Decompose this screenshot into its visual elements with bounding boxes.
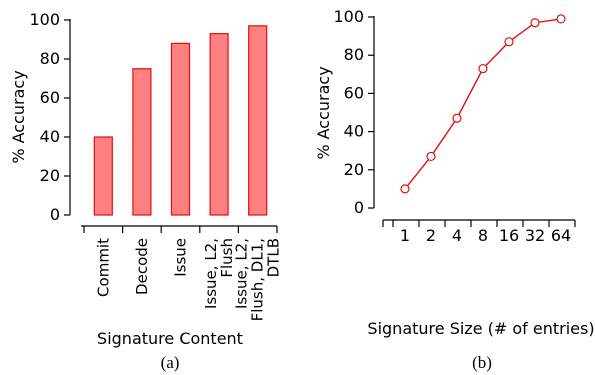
line-chart-x-tick-label: 16 [499,226,519,245]
line-chart-point [400,184,410,194]
bar-chart-panel: 0 20 40 60 80 100 Commit Decode Issue Issue, L2,… [9,10,283,372]
bar-chart-category-label-line: Decode [133,238,151,295]
line-chart-x-axis-title: Signature Size (# of entries) [367,319,594,338]
line-chart-point [452,113,462,123]
line-chart-y-tick-label: 100 [333,7,364,26]
line-chart-point [426,151,436,162]
bar [132,68,152,216]
line-chart-series [400,14,566,194]
line-chart-x-axis: 1 2 4 8 16 32 64 [382,219,576,245]
bar-chart-category-label: Issue [172,238,190,277]
bar-chart-y-axis: 0 20 40 60 80 100 [29,10,71,224]
line-chart-point [530,18,540,28]
line-chart-panel: 0 20 40 60 80 100 1 2 4 8 16 32 64 % Accuracy Signa… [314,7,595,372]
line-chart-y-tick-label: 20 [344,160,364,179]
line-chart-point [504,37,514,47]
line-chart-y-tick-label: 0 [354,198,364,217]
bar-chart-category-label-line: Flush, DL1, [249,238,267,321]
bar-chart-category-label-line: Flush [218,238,236,278]
bar-chart-category-label: Issue, L2,Flush [202,238,236,309]
bar-chart-y-tick-label: 100 [29,10,60,29]
bar-chart-category-label: Commit [94,238,112,297]
bar-chart-caption: (a) [161,353,180,372]
line-chart-y-axis-title: % Accuracy [314,66,333,159]
bar-chart-y-tick-label: 80 [40,49,60,68]
line-chart-y-tick-label: 80 [344,45,364,64]
bar-chart-category-label-line: Issue, L2, [202,238,220,309]
bar-chart-bars [93,25,268,216]
line-chart-x-tick-label: 4 [452,226,462,245]
line-chart-x-tick-label: 32 [525,226,545,245]
bar-chart-category-label-line: Commit [94,238,112,297]
line-chart-point [478,63,488,74]
bar-chart-category-label: Decode [133,238,151,295]
line-chart-caption: (b) [472,353,492,372]
line-chart-y-axis: 0 20 40 60 80 100 [333,7,375,217]
line-chart-x-tick-label: 64 [551,226,571,245]
bar-chart-y-tick-label: 0 [50,205,60,224]
bar-chart-y-tick-label: 40 [40,127,60,146]
bar [93,136,113,216]
bar-chart-y-tick-label: 20 [40,166,60,185]
bar-chart-category-label: Issue, L2,Flush, DL1,DTLB [233,238,283,321]
bar [209,33,229,216]
line-chart-x-tick-label: 8 [478,226,488,245]
bar-chart-category-label-line: Issue [172,238,190,277]
line-chart-y-tick-label: 40 [344,122,364,141]
line-chart-y-tick-label: 60 [344,83,364,102]
bar-chart-category-label-line: Issue, L2, [233,238,251,309]
bar [248,25,268,216]
line-chart-series-line [404,18,562,190]
bar-chart-x-axis-title: Signature Content [97,329,243,348]
bar-chart-y-axis-title: % Accuracy [9,70,28,163]
bar-chart-category-label-line: DTLB [265,238,283,277]
bar [170,42,191,216]
line-chart-x-tick-label: 2 [426,226,436,245]
line-chart-point [556,14,566,24]
bar-chart-y-tick-label: 60 [40,88,60,107]
line-chart-x-tick-label: 1 [400,226,410,245]
